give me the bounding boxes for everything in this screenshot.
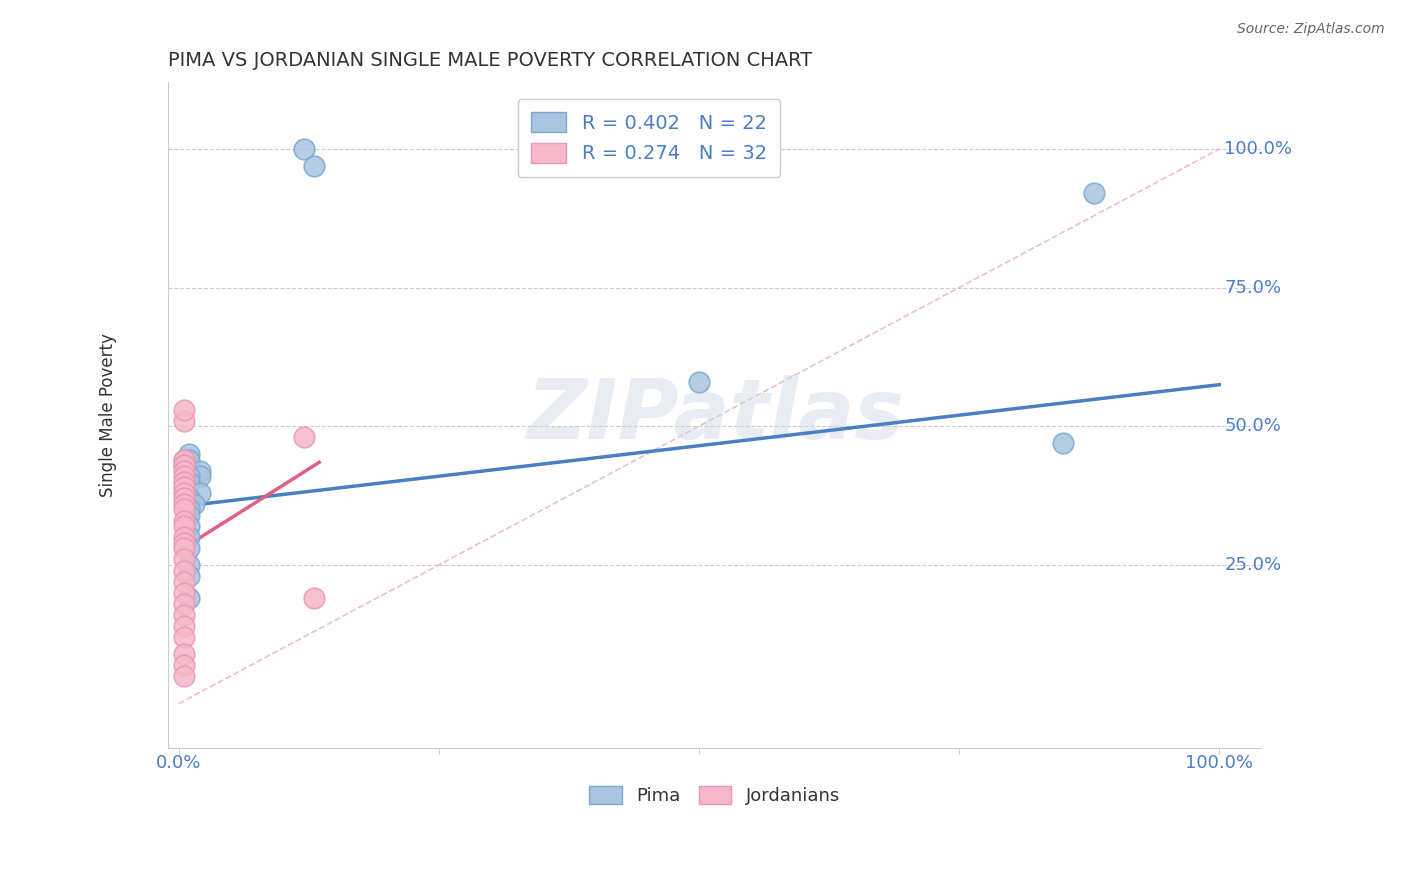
Point bbox=[173, 535, 195, 549]
Text: 75.0%: 75.0% bbox=[1225, 278, 1282, 297]
Point bbox=[188, 464, 211, 478]
Point bbox=[173, 480, 195, 494]
Point bbox=[188, 486, 211, 500]
Text: PIMA VS JORDANIAN SINGLE MALE POVERTY CORRELATION CHART: PIMA VS JORDANIAN SINGLE MALE POVERTY CO… bbox=[169, 51, 813, 70]
Point bbox=[177, 447, 200, 461]
Point bbox=[173, 647, 195, 661]
Point bbox=[292, 142, 315, 156]
Point bbox=[173, 458, 195, 472]
Point bbox=[173, 469, 195, 483]
Point bbox=[1083, 186, 1105, 201]
Point bbox=[173, 519, 195, 533]
Point bbox=[173, 530, 195, 544]
Text: Source: ZipAtlas.com: Source: ZipAtlas.com bbox=[1237, 22, 1385, 37]
Point bbox=[177, 519, 200, 533]
Point bbox=[173, 464, 195, 478]
Point bbox=[173, 541, 195, 556]
Point bbox=[173, 514, 195, 528]
Point bbox=[183, 497, 205, 511]
Point bbox=[177, 508, 200, 522]
Point bbox=[688, 375, 710, 389]
Point bbox=[302, 591, 325, 606]
Point bbox=[1052, 436, 1074, 450]
Point bbox=[173, 452, 195, 467]
Point bbox=[173, 414, 195, 428]
Point bbox=[173, 497, 195, 511]
Point bbox=[177, 502, 200, 516]
Text: 25.0%: 25.0% bbox=[1225, 556, 1282, 574]
Point bbox=[173, 502, 195, 516]
Point bbox=[292, 430, 315, 444]
Point bbox=[173, 458, 195, 472]
Point bbox=[173, 619, 195, 633]
Legend: Pima, Jordanians: Pima, Jordanians bbox=[582, 779, 846, 813]
Point bbox=[173, 597, 195, 611]
Point bbox=[173, 564, 195, 578]
Text: ZIPatlas: ZIPatlas bbox=[526, 375, 904, 456]
Point bbox=[173, 574, 195, 589]
Point bbox=[173, 669, 195, 683]
Point bbox=[177, 569, 200, 583]
Point bbox=[177, 469, 200, 483]
Point bbox=[177, 491, 200, 506]
Point bbox=[302, 159, 325, 173]
Point bbox=[177, 558, 200, 572]
Text: 0.0%: 0.0% bbox=[156, 754, 201, 772]
Point bbox=[173, 486, 195, 500]
Point bbox=[177, 541, 200, 556]
Point bbox=[173, 475, 195, 489]
Point bbox=[173, 402, 195, 417]
Point bbox=[173, 552, 195, 566]
Text: 50.0%: 50.0% bbox=[1225, 417, 1281, 435]
Point bbox=[173, 607, 195, 622]
Point bbox=[173, 491, 195, 506]
Point bbox=[177, 530, 200, 544]
Point bbox=[188, 469, 211, 483]
Point bbox=[177, 475, 200, 489]
Point bbox=[177, 452, 200, 467]
Text: Single Male Poverty: Single Male Poverty bbox=[100, 334, 117, 497]
Point bbox=[173, 452, 195, 467]
Text: 100.0%: 100.0% bbox=[1225, 140, 1292, 158]
Point bbox=[173, 657, 195, 672]
Point bbox=[177, 591, 200, 606]
Text: 100.0%: 100.0% bbox=[1185, 754, 1253, 772]
Point bbox=[173, 585, 195, 599]
Point bbox=[173, 630, 195, 644]
